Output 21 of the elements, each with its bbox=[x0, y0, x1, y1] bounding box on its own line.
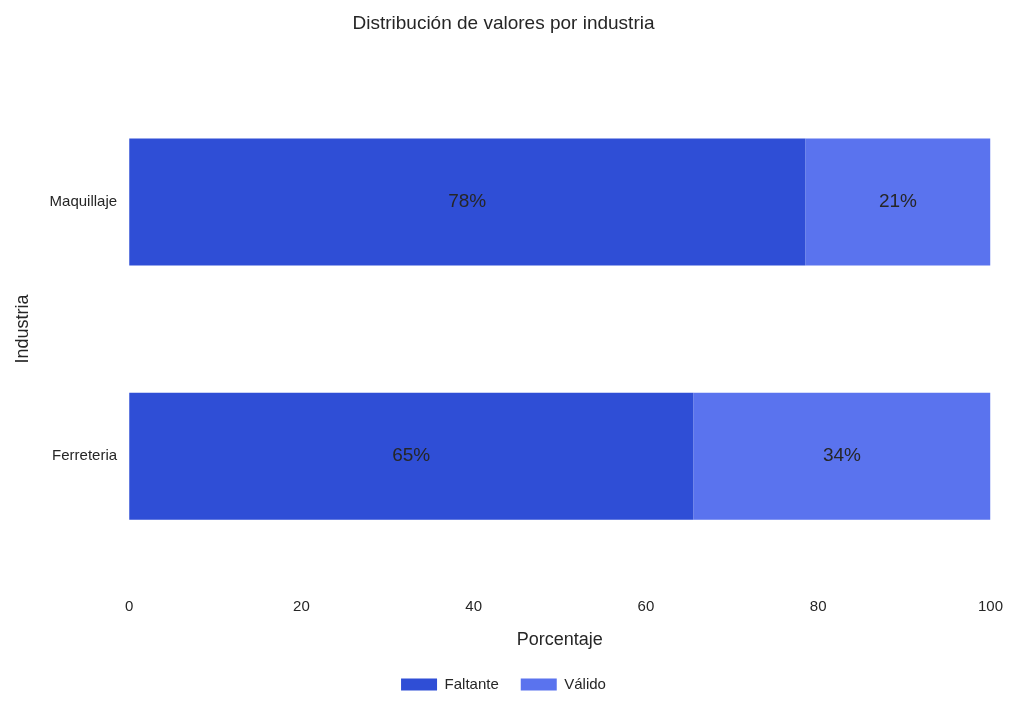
bar bbox=[693, 392, 991, 520]
data-label: 21% bbox=[878, 190, 918, 212]
x-tick-label: 20 bbox=[293, 596, 310, 614]
chart-title: Distribución de valores por industria bbox=[352, 11, 655, 33]
x-tick-label: 60 bbox=[637, 596, 655, 614]
y-tick-label: Ferreteria bbox=[52, 446, 118, 464]
x-axis-title: Porcentaje bbox=[516, 629, 603, 650]
bar bbox=[805, 138, 991, 266]
data-label: 65% bbox=[392, 444, 431, 466]
y-axis-title: Industria bbox=[11, 293, 32, 364]
y-tick-label: Maquillaje bbox=[49, 192, 118, 210]
x-tick-label: 0 bbox=[124, 596, 134, 614]
data-label: 34% bbox=[822, 444, 862, 466]
bar bbox=[129, 138, 806, 266]
x-tick-label: 80 bbox=[809, 596, 827, 614]
bar bbox=[129, 392, 694, 520]
data-label: 78% bbox=[448, 190, 487, 212]
x-tick-label: 40 bbox=[465, 596, 483, 614]
x-tick-label: 100 bbox=[977, 596, 1003, 614]
legend-label: Faltante bbox=[444, 674, 499, 692]
legend-label: Válido bbox=[564, 674, 606, 692]
